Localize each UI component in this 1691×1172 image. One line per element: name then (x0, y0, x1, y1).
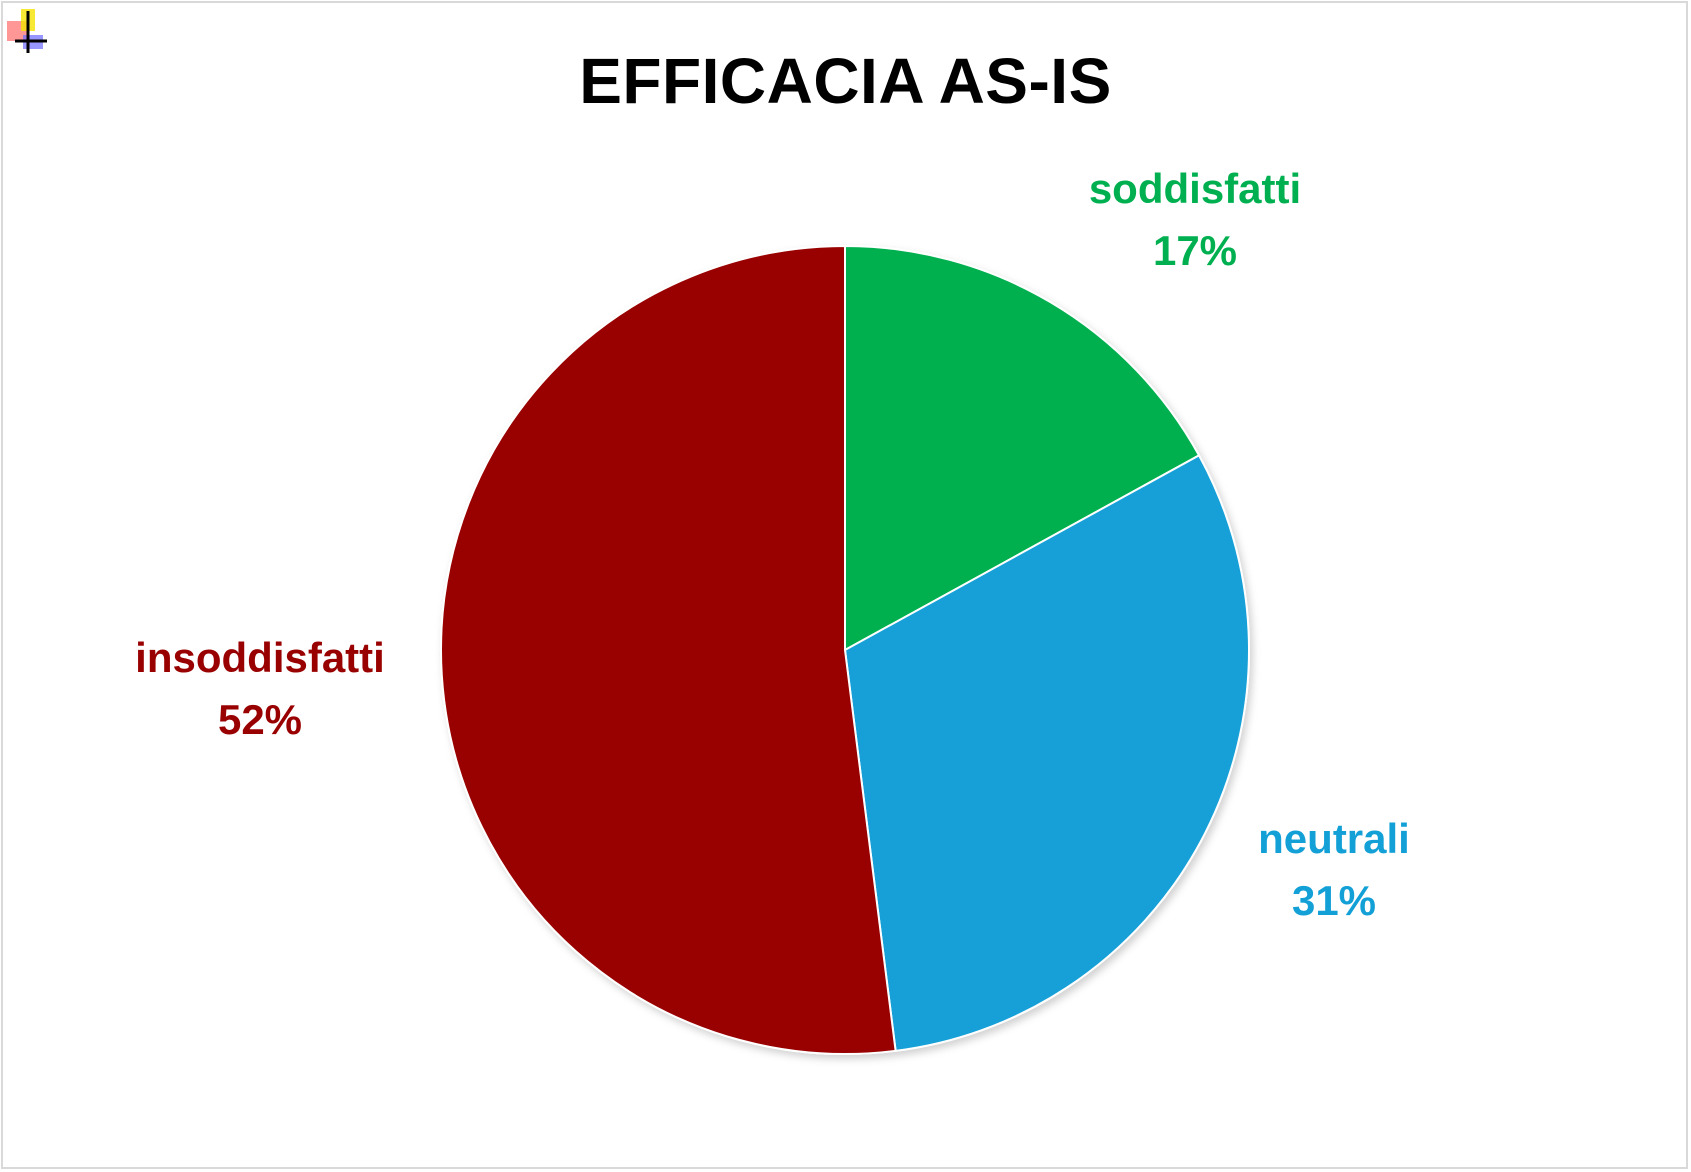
pie-slice-neutrali (843, 454, 1250, 1052)
cursor-crosshair-icon (7, 9, 47, 53)
data-label-name: neutrali (1258, 815, 1410, 862)
data-label-value: 17% (1152, 227, 1238, 274)
data-label-soddisfatti: soddisfatti 17% (1089, 158, 1301, 282)
data-label-insoddisfatti: insoddisfatti 52% (135, 627, 385, 751)
data-label-name: insoddisfatti (135, 634, 385, 681)
data-label-neutrali: neutrali 31% (1258, 808, 1410, 932)
chart-title: EFFICACIA AS-IS (579, 45, 1112, 117)
pie-slice-soddisfatti (844, 244, 1201, 652)
pie-slice-insoddisfatti (439, 244, 897, 1055)
data-label-value: 52% (217, 696, 303, 743)
data-label-value: 31% (1291, 877, 1377, 924)
data-label-name: soddisfatti (1088, 165, 1302, 212)
